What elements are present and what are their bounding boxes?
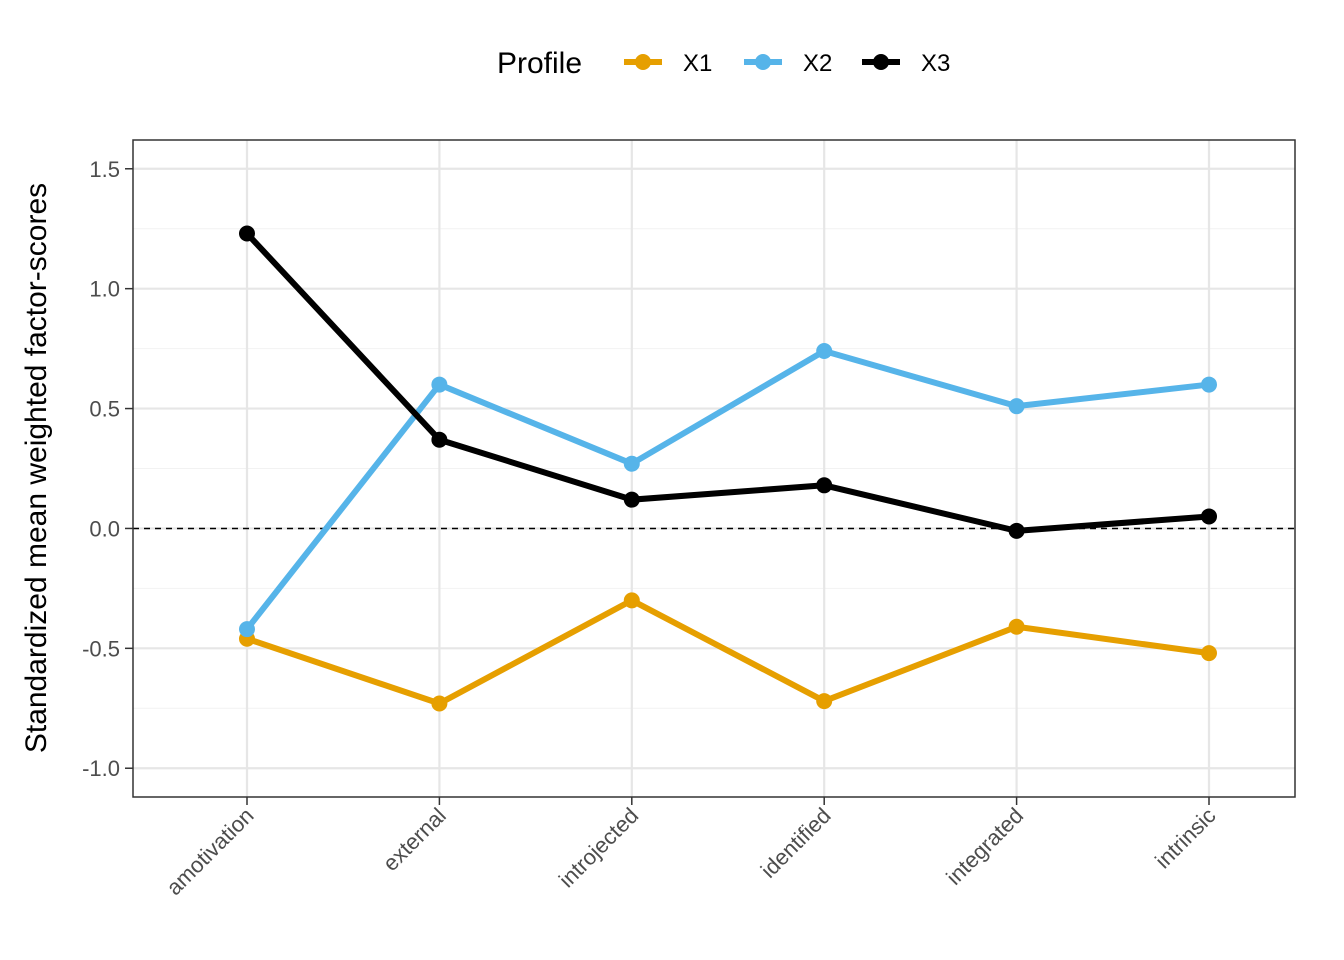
legend-item-x2: X2 xyxy=(744,50,832,77)
x-tick-label: external xyxy=(378,803,451,876)
legend-item-x3: X3 xyxy=(862,50,950,77)
x-axis: amotivation external introjected identified… xyxy=(161,797,1221,900)
y-tick-label: 1.0 xyxy=(89,277,120,302)
data-point-x3 xyxy=(239,225,255,242)
series-x1 xyxy=(239,592,1217,712)
data-point-x1 xyxy=(1201,645,1217,662)
series-line-x2 xyxy=(244,348,1212,633)
legend-label: X3 xyxy=(921,50,950,77)
plot-border xyxy=(132,139,1296,798)
data-point-x2 xyxy=(816,343,833,360)
legend-title: Profile xyxy=(497,47,582,80)
legend-key-point xyxy=(755,54,771,70)
y-tick-label: 1.5 xyxy=(89,157,120,182)
data-point-x3 xyxy=(1008,522,1025,539)
data-point-x2 xyxy=(431,376,448,393)
data-point-x2 xyxy=(1008,398,1025,415)
data-point-x3 xyxy=(623,491,640,508)
legend-key-point xyxy=(635,54,651,70)
data-point-x3 xyxy=(816,477,833,494)
y-axis-title: Standardized mean weighted factor-scores xyxy=(20,183,53,753)
legend-item-x1: X1 xyxy=(624,50,712,77)
series-line-x3 xyxy=(244,230,1212,534)
data-point-x1 xyxy=(1008,618,1025,635)
data-point-x2 xyxy=(1201,376,1217,393)
legend: Profile X1 X2 X3 xyxy=(497,47,950,80)
data-point-x1 xyxy=(816,693,833,710)
data-point-x3 xyxy=(431,431,448,448)
y-tick-label: 0.0 xyxy=(89,516,120,541)
legend-label: X2 xyxy=(803,50,832,77)
x-tick-label: introjected xyxy=(554,803,643,892)
y-tick-label: 0.5 xyxy=(89,397,120,422)
series-x2 xyxy=(239,343,1217,638)
y-tick-label: -1.0 xyxy=(82,756,120,781)
y-axis: -1.0 -0.5 0.0 0.5 1.0 1.5 xyxy=(82,157,133,781)
series-line-x1 xyxy=(244,597,1212,707)
series-x3 xyxy=(239,225,1217,539)
legend-label: X1 xyxy=(683,50,712,77)
data-point-x1 xyxy=(623,592,640,609)
data-point-x2 xyxy=(239,621,255,638)
y-tick-label: -0.5 xyxy=(82,636,120,661)
x-tick-label: identified xyxy=(756,803,836,883)
legend-key-point xyxy=(873,54,889,70)
x-tick-label: integrated xyxy=(941,803,1028,890)
x-tick-label: intrinsic xyxy=(1150,803,1220,873)
data-point-x2 xyxy=(623,455,640,472)
data-point-x3 xyxy=(1201,508,1217,525)
data-point-x1 xyxy=(431,695,448,712)
series-layer xyxy=(239,225,1217,712)
x-tick-label: amotivation xyxy=(161,803,258,900)
